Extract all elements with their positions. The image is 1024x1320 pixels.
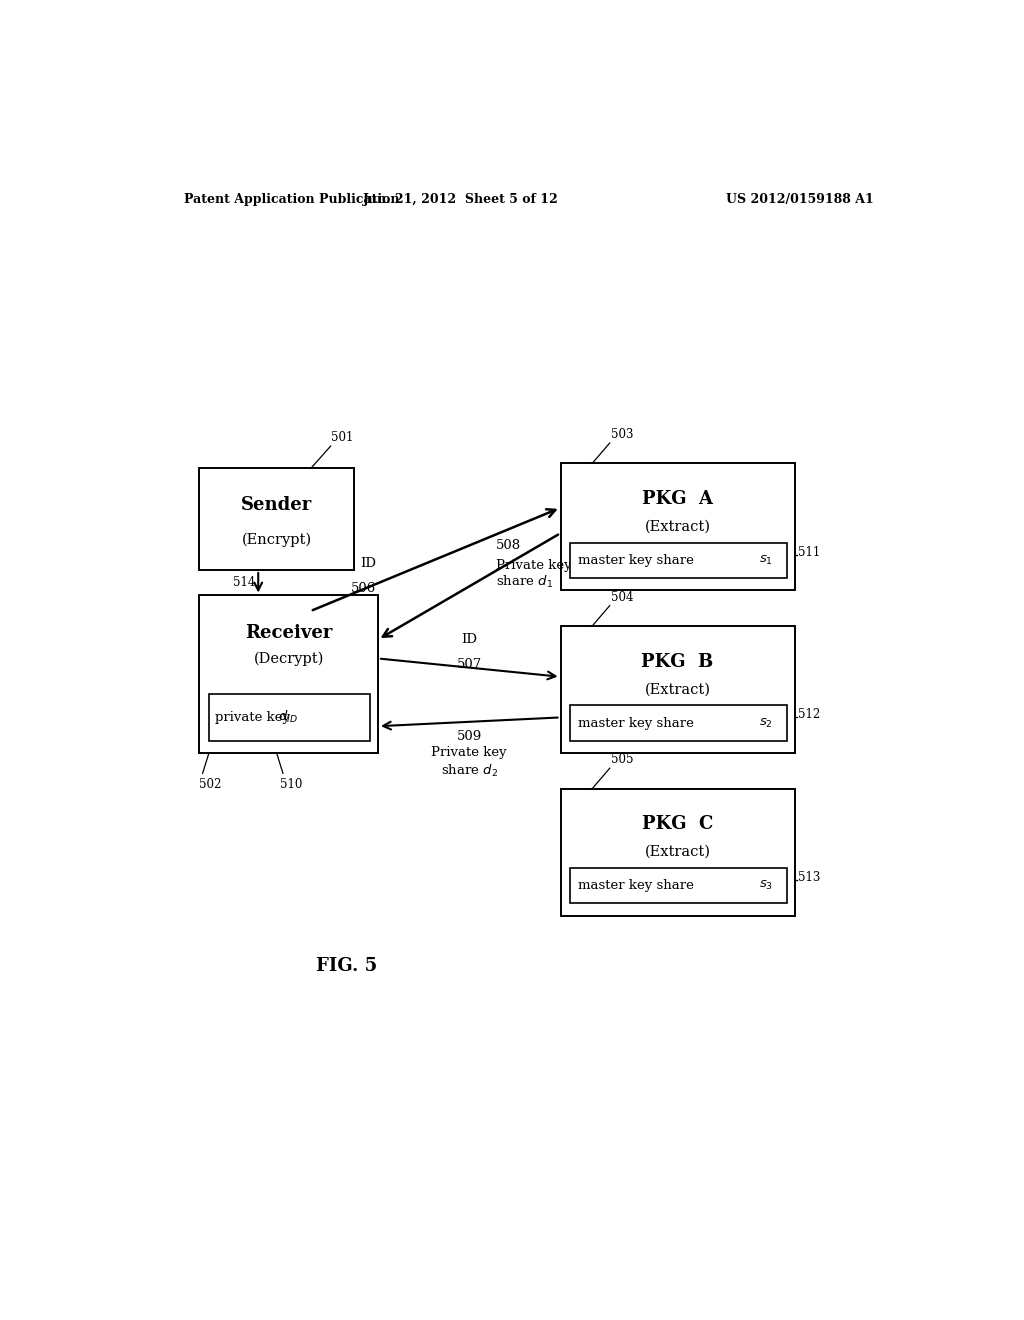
Bar	[570, 867, 786, 903]
Text: share $d_2$: share $d_2$	[440, 763, 498, 779]
Text: 510: 510	[280, 779, 302, 792]
Text: (Decrypt): (Decrypt)	[254, 651, 324, 665]
Text: master key share: master key share	[578, 879, 694, 892]
Text: Private key: Private key	[431, 746, 507, 759]
Text: 501: 501	[332, 432, 354, 444]
Bar	[570, 543, 786, 578]
Text: 509: 509	[457, 730, 482, 743]
Text: 514: 514	[232, 577, 255, 589]
Text: 512: 512	[798, 709, 820, 721]
Text: 513: 513	[798, 871, 820, 884]
Bar	[200, 595, 378, 752]
Text: 503: 503	[611, 428, 634, 441]
Text: $s_2$: $s_2$	[759, 717, 773, 730]
Text: FIG. 5: FIG. 5	[315, 957, 377, 975]
Text: Receiver: Receiver	[245, 624, 333, 643]
Text: 506: 506	[351, 582, 376, 595]
Text: (Extract): (Extract)	[644, 520, 711, 533]
Text: $s_1$: $s_1$	[759, 554, 773, 566]
Text: Patent Application Publication: Patent Application Publication	[183, 193, 399, 206]
Text: 504: 504	[611, 590, 634, 603]
Text: (Extract): (Extract)	[644, 682, 711, 697]
Text: share $d_1$: share $d_1$	[496, 574, 553, 590]
Text: (Extract): (Extract)	[644, 845, 711, 859]
Text: Jun. 21, 2012  Sheet 5 of 12: Jun. 21, 2012 Sheet 5 of 12	[364, 193, 559, 206]
Text: 502: 502	[200, 779, 222, 792]
Text: Sender: Sender	[242, 496, 312, 513]
Bar	[560, 626, 795, 752]
Bar	[570, 705, 786, 741]
Text: PKG  A: PKG A	[642, 490, 713, 508]
Text: PKG  C: PKG C	[642, 816, 714, 833]
Text: 511: 511	[798, 545, 820, 558]
Text: 508: 508	[496, 540, 521, 553]
Text: Private key: Private key	[496, 558, 571, 572]
Bar	[560, 463, 795, 590]
Text: 505: 505	[611, 754, 634, 766]
Text: master key share: master key share	[578, 717, 694, 730]
Text: PKG  B: PKG B	[641, 652, 714, 671]
Text: master key share: master key share	[578, 554, 694, 566]
Bar	[560, 788, 795, 916]
Text: 507: 507	[457, 659, 482, 672]
Text: ID: ID	[360, 557, 376, 570]
Text: private key: private key	[215, 710, 295, 723]
Text: US 2012/0159188 A1: US 2012/0159188 A1	[726, 193, 873, 206]
Text: $d_{ID}$: $d_{ID}$	[278, 709, 298, 725]
Bar	[200, 469, 354, 570]
Text: ID: ID	[461, 634, 477, 647]
Text: $s_3$: $s_3$	[759, 879, 773, 892]
Bar	[209, 693, 370, 741]
Text: (Encrypt): (Encrypt)	[242, 532, 312, 546]
